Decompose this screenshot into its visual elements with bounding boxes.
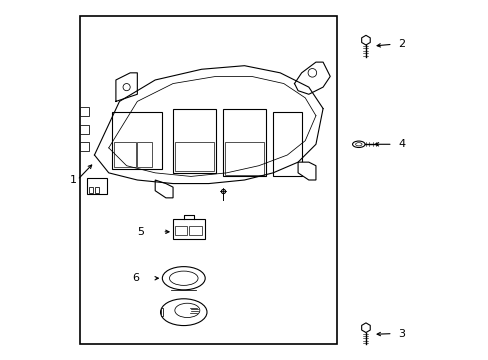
Ellipse shape <box>175 303 200 318</box>
Text: 6: 6 <box>132 273 139 283</box>
Ellipse shape <box>169 271 198 285</box>
Polygon shape <box>361 35 369 45</box>
Bar <box>89 187 93 193</box>
Polygon shape <box>155 180 173 198</box>
Bar <box>224 143 264 175</box>
Text: 5: 5 <box>137 227 144 237</box>
Bar <box>80 107 89 116</box>
Polygon shape <box>298 162 315 180</box>
Bar <box>173 109 216 173</box>
Bar <box>114 143 135 167</box>
Ellipse shape <box>160 299 206 325</box>
Bar <box>95 187 99 193</box>
Bar <box>175 143 214 171</box>
Bar <box>189 226 201 235</box>
Bar <box>87 178 107 194</box>
Bar <box>175 226 187 235</box>
Bar <box>160 308 163 316</box>
Bar <box>173 219 205 239</box>
Ellipse shape <box>162 267 205 290</box>
Text: 3: 3 <box>397 329 404 339</box>
Bar <box>80 125 89 134</box>
Bar <box>223 109 265 176</box>
Bar <box>137 143 151 167</box>
Polygon shape <box>361 323 369 333</box>
Bar <box>112 112 162 169</box>
Text: 4: 4 <box>397 139 405 149</box>
Text: 1: 1 <box>69 175 76 185</box>
Bar <box>80 143 89 152</box>
Bar <box>80 16 337 344</box>
Ellipse shape <box>355 143 361 146</box>
Text: 2: 2 <box>397 39 405 49</box>
Bar <box>272 112 301 176</box>
Ellipse shape <box>352 141 365 148</box>
